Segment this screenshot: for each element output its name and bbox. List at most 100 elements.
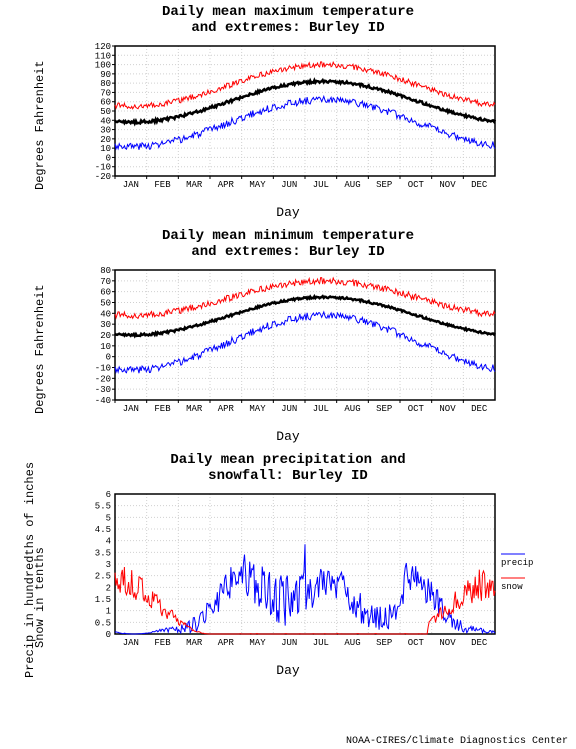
svg-text:FEB: FEB — [154, 404, 171, 414]
svg-text:10: 10 — [100, 144, 111, 154]
svg-text:5.5: 5.5 — [95, 502, 111, 512]
svg-text:2: 2 — [106, 583, 111, 593]
svg-text:MAR: MAR — [186, 638, 203, 648]
chart1-title-line1: Daily mean maximum temperature — [0, 4, 576, 20]
svg-text:1.5: 1.5 — [95, 595, 111, 605]
svg-text:60: 60 — [100, 98, 111, 108]
svg-text:60: 60 — [100, 288, 111, 298]
svg-text:0: 0 — [106, 630, 111, 640]
svg-text:AUG: AUG — [344, 638, 360, 648]
svg-text:3.5: 3.5 — [95, 548, 111, 558]
svg-text:6: 6 — [106, 490, 111, 500]
svg-text:30: 30 — [100, 320, 111, 330]
svg-text:110: 110 — [95, 51, 111, 61]
svg-text:MAY: MAY — [249, 404, 266, 414]
svg-text:AUG: AUG — [344, 404, 360, 414]
svg-text:NOV: NOV — [439, 638, 456, 648]
svg-text:40: 40 — [100, 309, 111, 319]
svg-text:-10: -10 — [95, 163, 111, 173]
svg-text:20: 20 — [100, 331, 111, 341]
svg-text:120: 120 — [95, 42, 111, 52]
svg-text:JUL: JUL — [313, 180, 329, 190]
svg-text:50: 50 — [100, 107, 111, 117]
chart-precip: Daily mean precipitation and snowfall: B… — [0, 452, 576, 678]
svg-text:0.5: 0.5 — [95, 618, 111, 628]
chart1-title: Daily mean maximum temperature and extre… — [0, 4, 576, 36]
svg-text:SEP: SEP — [376, 638, 392, 648]
svg-text:JUL: JUL — [313, 638, 329, 648]
svg-text:0: 0 — [106, 153, 111, 163]
svg-text:1: 1 — [106, 607, 111, 617]
svg-text:SEP: SEP — [376, 404, 392, 414]
svg-text:30: 30 — [100, 126, 111, 136]
svg-text:-10: -10 — [95, 364, 111, 374]
chart1-title-line2: and extremes: Burley ID — [0, 20, 576, 36]
svg-text:70: 70 — [100, 88, 111, 98]
svg-text:40: 40 — [100, 116, 111, 126]
svg-text:5: 5 — [106, 513, 111, 523]
svg-text:snow: snow — [501, 582, 523, 592]
svg-text:APR: APR — [218, 180, 235, 190]
chart3-title: Daily mean precipitation and snowfall: B… — [0, 452, 576, 484]
svg-text:OCT: OCT — [408, 638, 425, 648]
svg-text:MAR: MAR — [186, 180, 203, 190]
svg-text:4.5: 4.5 — [95, 525, 111, 535]
svg-text:JUL: JUL — [313, 404, 329, 414]
svg-text:MAY: MAY — [249, 180, 266, 190]
svg-text:JUN: JUN — [281, 638, 297, 648]
svg-text:JAN: JAN — [123, 180, 139, 190]
chart2-title: Daily mean minimum temperature and extre… — [0, 228, 576, 260]
svg-text:OCT: OCT — [408, 180, 425, 190]
svg-text:80: 80 — [100, 79, 111, 89]
svg-text:80: 80 — [100, 266, 111, 276]
svg-text:0: 0 — [106, 353, 111, 363]
chart2-title-line1: Daily mean minimum temperature — [0, 228, 576, 244]
svg-text:50: 50 — [100, 299, 111, 309]
chart2-plot: -40-30-20-1001020304050607080 JAN FEB MAR AP… — [0, 262, 576, 422]
svg-text:OCT: OCT — [408, 404, 425, 414]
svg-text:4: 4 — [106, 537, 111, 547]
svg-text:-20: -20 — [95, 374, 111, 384]
svg-text:-30: -30 — [95, 385, 111, 395]
svg-text:JUN: JUN — [281, 180, 297, 190]
chart2-ylabel: Degrees Fahrenheit — [33, 264, 47, 414]
chart-min-temp: Daily mean minimum temperature and extre… — [0, 228, 576, 444]
svg-text:APR: APR — [218, 404, 235, 414]
svg-text:-40: -40 — [95, 396, 111, 406]
svg-text:10: 10 — [100, 342, 111, 352]
chart3-title-line2: snowfall: Burley ID — [0, 468, 576, 484]
svg-text:JUN: JUN — [281, 404, 297, 414]
svg-text:3: 3 — [106, 560, 111, 570]
svg-text:JAN: JAN — [123, 404, 139, 414]
svg-text:20: 20 — [100, 135, 111, 145]
svg-text:JAN: JAN — [123, 638, 139, 648]
svg-text:70: 70 — [100, 277, 111, 287]
chart3-xlabel: Day — [0, 663, 576, 678]
svg-text:100: 100 — [95, 61, 111, 71]
chart3-ylabel2: Snow in tenths — [33, 488, 47, 648]
svg-text:NOV: NOV — [439, 180, 456, 190]
svg-text:FEB: FEB — [154, 180, 171, 190]
svg-text:2.5: 2.5 — [95, 572, 111, 582]
svg-text:SEP: SEP — [376, 180, 392, 190]
chart2-title-line2: and extremes: Burley ID — [0, 244, 576, 260]
svg-text:90: 90 — [100, 70, 111, 80]
svg-text:MAY: MAY — [249, 638, 266, 648]
svg-text:DEC: DEC — [471, 638, 488, 648]
svg-text:APR: APR — [218, 638, 235, 648]
svg-text:FEB: FEB — [154, 638, 171, 648]
chart1-plot: -20-100102030405060708090100110120 JAN FEB… — [0, 38, 576, 198]
chart3-title-line1: Daily mean precipitation and — [0, 452, 576, 468]
svg-text:precip: precip — [501, 558, 533, 568]
footer-credit: NOAA-CIRES/Climate Diagnostics Center — [346, 736, 568, 747]
chart3-plot: 0 0.51 1.5 22.5 3 3.54 4.5 55.5 6 JAN FEB MAR APR MAY… — [0, 486, 576, 656]
chart1-xlabel: Day — [0, 205, 576, 220]
svg-text:MAR: MAR — [186, 404, 203, 414]
svg-text:DEC: DEC — [471, 180, 488, 190]
chart2-xlabel: Day — [0, 429, 576, 444]
svg-text:DEC: DEC — [471, 404, 488, 414]
chart-max-temp: Daily mean maximum temperature and extre… — [0, 4, 576, 220]
svg-text:AUG: AUG — [344, 180, 360, 190]
svg-text:NOV: NOV — [439, 404, 456, 414]
svg-text:-20: -20 — [95, 172, 111, 182]
